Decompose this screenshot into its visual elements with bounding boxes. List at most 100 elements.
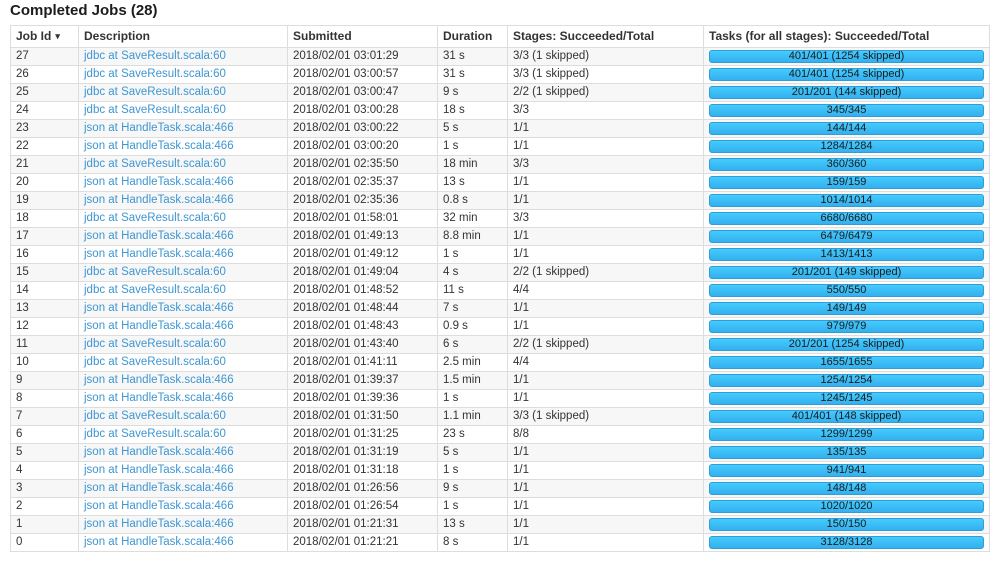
tasks-progress-bar-fill: 201/201 (144 skipped): [709, 86, 984, 99]
tasks-progress-label: 201/201 (1254 skipped): [788, 338, 905, 350]
job-description-link[interactable]: jdbc at SaveResult.scala:60: [84, 212, 226, 225]
tasks-progress-label: 1014/1014: [820, 194, 873, 206]
submitted-cell: 2018/02/01 01:26:54: [287, 497, 438, 516]
tasks-progress-label: 345/345: [826, 104, 867, 116]
tasks-progress-label: 941/941: [826, 464, 867, 476]
job-description-link[interactable]: json at HandleTask.scala:466: [84, 536, 234, 549]
tasks-progress-bar-fill: 201/201 (1254 skipped): [709, 338, 984, 351]
job-row: 11 jdbc at SaveResult.scala:60 2018/02/0…: [10, 335, 990, 354]
duration-cell: 9 s: [437, 479, 508, 498]
stages-cell: 3/3 (1 skipped): [507, 407, 704, 426]
stages-cell: 2/2 (1 skipped): [507, 83, 704, 102]
tasks-progress-label: 6479/6479: [820, 230, 873, 242]
stages-cell: 2/2 (1 skipped): [507, 263, 704, 282]
stages-cell: 4/4: [507, 281, 704, 300]
tasks-progress-bar: 6680/6680: [709, 212, 984, 225]
job-description-link[interactable]: jdbc at SaveResult.scala:60: [84, 86, 226, 99]
job-row: 3 json at HandleTask.scala:466 2018/02/0…: [10, 479, 990, 498]
tasks-progress-label: 1020/1020: [820, 500, 873, 512]
job-description-link[interactable]: json at HandleTask.scala:466: [84, 140, 234, 153]
job-description-link[interactable]: jdbc at SaveResult.scala:60: [84, 266, 226, 279]
job-description-link[interactable]: jdbc at SaveResult.scala:60: [84, 356, 226, 369]
tasks-cell: 1413/1413: [703, 245, 990, 264]
submitted-cell: 2018/02/01 01:31:25: [287, 425, 438, 444]
submitted-cell: 2018/02/01 01:21:21: [287, 533, 438, 552]
duration-cell: 7 s: [437, 299, 508, 318]
job-id-cell: 23: [10, 119, 79, 138]
tasks-progress-label: 360/360: [826, 158, 867, 170]
tasks-progress-bar-fill: 1254/1254: [709, 374, 984, 387]
job-description-link[interactable]: json at HandleTask.scala:466: [84, 176, 234, 189]
tasks-progress-bar-fill: 360/360: [709, 158, 984, 171]
job-description-link[interactable]: jdbc at SaveResult.scala:60: [84, 284, 226, 297]
tasks-progress-label: 159/159: [826, 176, 867, 188]
job-description-link[interactable]: json at HandleTask.scala:466: [84, 248, 234, 261]
tasks-progress-bar: 979/979: [709, 320, 984, 333]
job-description-link[interactable]: json at HandleTask.scala:466: [84, 482, 234, 495]
job-description-link[interactable]: jdbc at SaveResult.scala:60: [84, 104, 226, 117]
duration-cell: 1.5 min: [437, 371, 508, 390]
tasks-cell: 941/941: [703, 461, 990, 480]
tasks-cell: 201/201 (144 skipped): [703, 83, 990, 102]
tasks-cell: 201/201 (149 skipped): [703, 263, 990, 282]
job-description-link[interactable]: json at HandleTask.scala:466: [84, 194, 234, 207]
tasks-cell: 150/150: [703, 515, 990, 534]
tasks-progress-bar: 1254/1254: [709, 374, 984, 387]
job-description-link[interactable]: jdbc at SaveResult.scala:60: [84, 68, 226, 81]
job-description-link[interactable]: json at HandleTask.scala:466: [84, 320, 234, 333]
job-id-cell: 20: [10, 173, 79, 192]
column-header-submitted[interactable]: Submitted: [287, 25, 438, 48]
tasks-progress-bar-fill: 1299/1299: [709, 428, 984, 441]
tasks-progress-bar-fill: 6680/6680: [709, 212, 984, 225]
column-header-tasks[interactable]: Tasks (for all stages): Succeeded/Total: [703, 25, 990, 48]
description-cell: json at HandleTask.scala:466: [78, 191, 288, 210]
description-cell: json at HandleTask.scala:466: [78, 137, 288, 156]
job-description-link[interactable]: json at HandleTask.scala:466: [84, 230, 234, 243]
job-description-link[interactable]: json at HandleTask.scala:466: [84, 518, 234, 531]
duration-cell: 1 s: [437, 137, 508, 156]
job-description-link[interactable]: json at HandleTask.scala:466: [84, 500, 234, 513]
job-description-link[interactable]: jdbc at SaveResult.scala:60: [84, 428, 226, 441]
tasks-cell: 401/401 (148 skipped): [703, 407, 990, 426]
tasks-progress-bar-fill: 144/144: [709, 122, 984, 135]
job-description-link[interactable]: jdbc at SaveResult.scala:60: [84, 158, 226, 171]
tasks-progress-bar: 1284/1284: [709, 140, 984, 153]
tasks-progress-label: 1413/1413: [820, 248, 873, 260]
tasks-progress-bar: 201/201 (149 skipped): [709, 266, 984, 279]
stages-cell: 1/1: [507, 299, 704, 318]
column-header-description[interactable]: Description: [78, 25, 288, 48]
job-description-link[interactable]: json at HandleTask.scala:466: [84, 122, 234, 135]
column-header-stages[interactable]: Stages: Succeeded/Total: [507, 25, 704, 48]
tasks-progress-bar: 135/135: [709, 446, 984, 459]
duration-cell: 9 s: [437, 83, 508, 102]
job-row: 0 json at HandleTask.scala:466 2018/02/0…: [10, 533, 990, 552]
duration-cell: 8.8 min: [437, 227, 508, 246]
job-row: 19 json at HandleTask.scala:466 2018/02/…: [10, 191, 990, 210]
description-cell: jdbc at SaveResult.scala:60: [78, 335, 288, 354]
duration-cell: 1.1 min: [437, 407, 508, 426]
job-description-link[interactable]: json at HandleTask.scala:466: [84, 302, 234, 315]
tasks-progress-bar: 201/201 (1254 skipped): [709, 338, 984, 351]
column-header-duration[interactable]: Duration: [437, 25, 508, 48]
job-row: 5 json at HandleTask.scala:466 2018/02/0…: [10, 443, 990, 462]
job-id-cell: 17: [10, 227, 79, 246]
job-description-link[interactable]: json at HandleTask.scala:466: [84, 374, 234, 387]
job-description-link[interactable]: jdbc at SaveResult.scala:60: [84, 338, 226, 351]
job-description-link[interactable]: jdbc at SaveResult.scala:60: [84, 410, 226, 423]
duration-cell: 6 s: [437, 335, 508, 354]
job-description-link[interactable]: json at HandleTask.scala:466: [84, 446, 234, 459]
column-header-job-id[interactable]: Job Id ▾: [10, 25, 79, 48]
job-description-link[interactable]: jdbc at SaveResult.scala:60: [84, 50, 226, 63]
job-description-link[interactable]: json at HandleTask.scala:466: [84, 464, 234, 477]
job-description-link[interactable]: json at HandleTask.scala:466: [84, 392, 234, 405]
duration-cell: 0.8 s: [437, 191, 508, 210]
tasks-progress-bar: 149/149: [709, 302, 984, 315]
job-row: 9 json at HandleTask.scala:466 2018/02/0…: [10, 371, 990, 390]
tasks-progress-bar-fill: 550/550: [709, 284, 984, 297]
description-cell: json at HandleTask.scala:466: [78, 533, 288, 552]
job-id-cell: 15: [10, 263, 79, 282]
stages-cell: 2/2 (1 skipped): [507, 335, 704, 354]
submitted-cell: 2018/02/01 02:35:50: [287, 155, 438, 174]
job-id-cell: 1: [10, 515, 79, 534]
stages-cell: 1/1: [507, 191, 704, 210]
